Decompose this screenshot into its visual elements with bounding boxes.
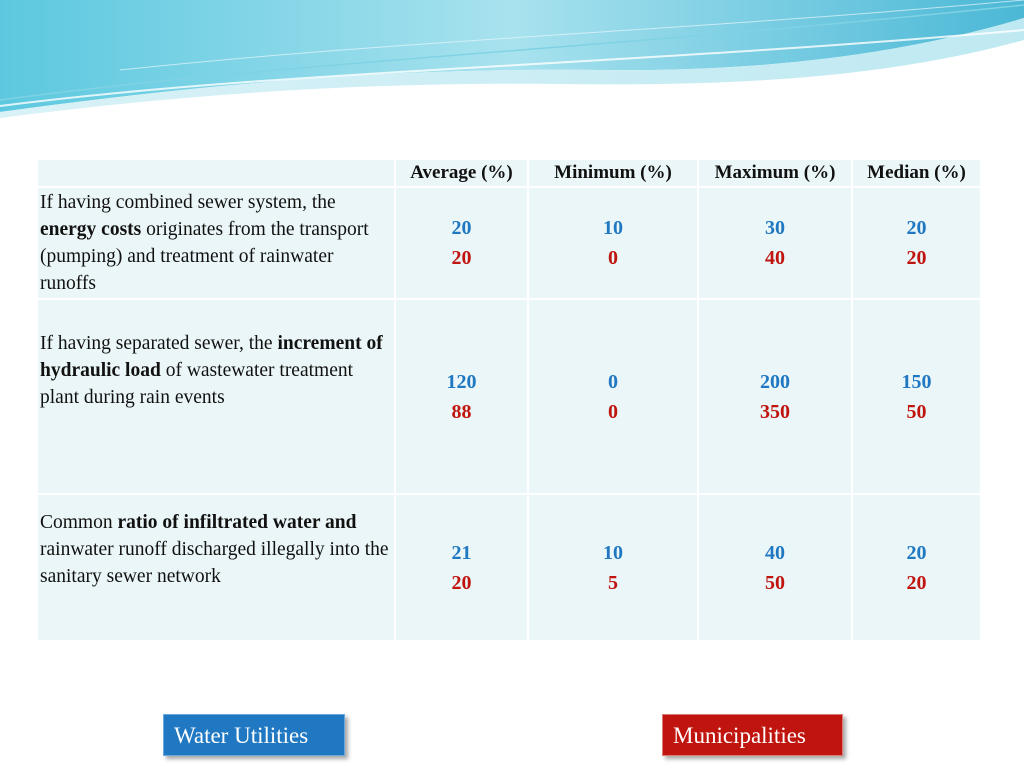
water-utilities-value: 20 (906, 217, 927, 239)
municipalities-value: 40 (765, 247, 785, 269)
legend-municipalities: Municipalities (662, 714, 843, 756)
minimum-cell: 10 0 (527, 186, 699, 300)
median-cell: 150 50 (851, 298, 982, 495)
water-utilities-value: 30 (765, 217, 785, 239)
header-empty (36, 158, 396, 188)
municipalities-value: 50 (906, 400, 927, 423)
municipalities-value: 88 (451, 400, 472, 423)
municipalities-value: 0 (608, 247, 618, 269)
table-row: If having combined sewer system, the ene… (36, 186, 982, 300)
table-row: Common ratio of infiltrated water and ra… (36, 493, 982, 642)
water-utilities-value: 150 (901, 370, 932, 393)
maximum-cell: 40 50 (697, 493, 853, 642)
municipalities-value: 0 (608, 400, 618, 423)
municipalities-value: 350 (760, 400, 790, 423)
municipalities-value: 50 (765, 571, 785, 594)
water-utilities-value: 10 (603, 541, 623, 564)
header-median: Median (%) (851, 158, 982, 188)
header-minimum: Minimum (%) (527, 158, 699, 188)
maximum-cell: 200 350 (697, 298, 853, 495)
water-utilities-value: 21 (451, 541, 472, 564)
water-utilities-value: 20 (906, 541, 927, 564)
municipalities-value: 20 (451, 247, 472, 269)
table-header-row: Average (%) Minimum (%) Maximum (%) Medi… (36, 158, 982, 188)
water-utilities-value: 20 (451, 217, 472, 239)
row-label: Common ratio of infiltrated water and ra… (36, 493, 396, 642)
row-label: If having separated sewer, the increment… (36, 298, 396, 495)
header-wave-decoration (0, 0, 1024, 118)
municipalities-value: 20 (906, 247, 927, 269)
water-utilities-value: 200 (760, 370, 790, 393)
results-table: Average (%) Minimum (%) Maximum (%) Medi… (36, 158, 982, 642)
minimum-cell: 10 5 (527, 493, 699, 642)
legend-water-utilities: Water Utilities (163, 714, 345, 756)
water-utilities-value: 10 (603, 217, 623, 239)
municipalities-value: 20 (451, 571, 472, 594)
median-cell: 20 20 (851, 186, 982, 300)
water-utilities-value: 40 (765, 541, 785, 564)
header-average: Average (%) (394, 158, 529, 188)
header-maximum: Maximum (%) (697, 158, 853, 188)
row-label: If having combined sewer system, the ene… (36, 186, 396, 300)
water-utilities-value: 120 (446, 370, 477, 393)
average-cell: 120 88 (394, 298, 529, 495)
municipalities-value: 5 (608, 571, 618, 594)
table-row: If having separated sewer, the increment… (36, 298, 982, 495)
average-cell: 20 20 (394, 186, 529, 300)
maximum-cell: 30 40 (697, 186, 853, 300)
median-cell: 20 20 (851, 493, 982, 642)
municipalities-value: 20 (906, 571, 927, 594)
average-cell: 21 20 (394, 493, 529, 642)
water-utilities-value: 0 (608, 370, 618, 393)
